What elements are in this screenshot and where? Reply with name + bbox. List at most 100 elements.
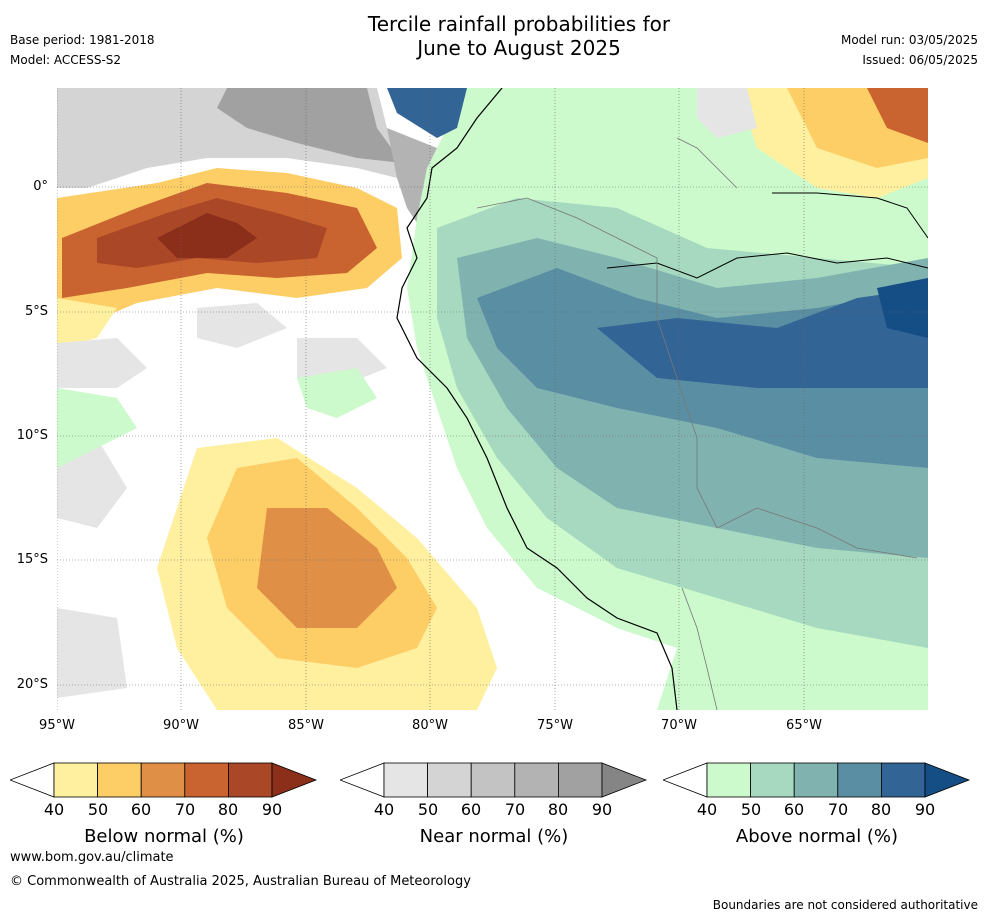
colorbar-swatch <box>470 762 516 798</box>
colorbar-swatch <box>557 762 603 798</box>
tick: 80 <box>217 800 239 819</box>
base-period-text: Base period: 1981-2018 <box>10 33 155 47</box>
below-normal-band-west-90 <box>157 213 257 258</box>
tick: 90 <box>914 800 936 819</box>
tick: 60 <box>460 800 482 819</box>
tick: 50 <box>87 800 109 819</box>
colorbar-swatch <box>53 762 98 798</box>
below-normal-region-south-60 <box>257 508 397 628</box>
colorbar-upper-extend <box>924 762 971 798</box>
river-amazon <box>606 252 928 279</box>
lat-label-10s: 10°S <box>16 428 48 443</box>
colorbar-label: Below normal (%) <box>84 826 244 847</box>
title-line-2: June to August 2025 <box>417 36 621 60</box>
colorbar-below-normal: 40 50 60 70 80 90 Below normal (%) <box>10 760 318 847</box>
near-normal-patch-e <box>57 608 127 698</box>
river-north <box>772 192 928 239</box>
colorbar-upper-extend <box>271 762 318 798</box>
colorbar-swatch <box>706 762 751 798</box>
boundary-4 <box>676 137 738 189</box>
colorbar-above-normal: 40 50 60 70 80 90 Above normal (%) <box>663 760 971 847</box>
colorbar-near-normal: 40 50 60 70 80 90 Near normal (%) <box>340 760 648 847</box>
tick: 90 <box>261 800 283 819</box>
colorbar-swatch <box>184 762 229 798</box>
tick: 50 <box>740 800 762 819</box>
model-run-text: Model run: 03/05/2025 <box>840 33 978 47</box>
colorbar-swatches <box>10 762 318 798</box>
near-normal-patch-d <box>57 438 127 528</box>
above-normal-region-land-80 <box>597 288 928 388</box>
colorbar-swatch <box>750 762 795 798</box>
boundary-2 <box>656 258 718 529</box>
above-normal-region-land-90 <box>877 278 928 338</box>
tick: 80 <box>547 800 569 819</box>
lat-label-5s: 5°S <box>24 304 48 319</box>
colorbar-swatch <box>793 762 839 798</box>
meta-right: Model run: 03/05/2025 Issued: 06/05/2025 <box>841 30 978 70</box>
below-normal-region-ne-70 <box>867 88 928 143</box>
lon-label-95w: 95°W <box>39 718 75 733</box>
lon-label-75w: 75°W <box>537 718 573 733</box>
colorbar-swatch <box>880 762 926 798</box>
tick: 60 <box>783 800 805 819</box>
above-normal-region-north-coast <box>387 88 467 138</box>
lon-label-85w: 85°W <box>288 718 324 733</box>
colorbar-lower-extend <box>10 762 55 798</box>
near-normal-patch-ne <box>697 88 757 138</box>
near-normal-patch-a <box>57 338 147 388</box>
lon-label-80w: 80°W <box>412 718 448 733</box>
colorbar-swatch <box>97 762 142 798</box>
colorbar-swatch <box>514 762 559 798</box>
tick: 60 <box>130 800 152 819</box>
colorbar-label: Near normal (%) <box>419 826 569 847</box>
colorbar-swatch <box>427 762 472 798</box>
colorbar-swatch <box>227 762 273 798</box>
colorbar-swatches <box>340 762 648 798</box>
colorbar-label: Above normal (%) <box>735 826 899 847</box>
tick: 40 <box>696 800 718 819</box>
boundary-3 <box>716 507 918 559</box>
tick: 90 <box>591 800 613 819</box>
colorbar-lower-extend <box>663 762 708 798</box>
colorbar-ticks: 40 50 60 70 80 90 <box>340 800 648 820</box>
colorbar-lower-extend <box>340 762 385 798</box>
tick: 50 <box>417 800 439 819</box>
boundary-1 <box>476 197 658 259</box>
issued-text: Issued: 06/05/2025 <box>862 53 978 67</box>
footer-url[interactable]: www.bom.gov.au/climate <box>10 850 174 865</box>
tick: 70 <box>827 800 849 819</box>
colorbar-upper-extend <box>601 762 648 798</box>
above-normal-patch-west <box>57 388 137 468</box>
graticule <box>57 88 928 710</box>
title-line-1: Tercile rainfall probabilities for <box>367 12 671 36</box>
tick: 80 <box>870 800 892 819</box>
lon-label-90w: 90°W <box>163 718 199 733</box>
footer-disclaimer: Boundaries are not considered authoritat… <box>712 898 978 912</box>
near-normal-patch-b <box>197 303 287 348</box>
lon-label-65w: 65°W <box>786 718 822 733</box>
map-title: Tercile rainfall probabilities for June … <box>0 12 988 60</box>
colorbar-swatch <box>383 762 428 798</box>
colorbar-swatches <box>663 762 971 798</box>
coastline <box>396 88 678 710</box>
tick: 40 <box>373 800 395 819</box>
colorbar-ticks: 40 50 60 70 80 90 <box>10 800 318 820</box>
below-normal-region-shelf <box>57 298 117 348</box>
colorbar-swatch <box>140 762 186 798</box>
boundary-5 <box>681 587 718 710</box>
colorbar-ticks: 40 50 60 70 80 90 <box>663 800 971 820</box>
above-normal-patch-mid <box>297 368 377 418</box>
meta-left: Base period: 1981-2018 Model: ACCESS-S2 <box>10 30 155 70</box>
tick: 70 <box>174 800 196 819</box>
forecast-map <box>57 88 928 710</box>
model-text: Model: ACCESS-S2 <box>10 53 122 67</box>
footer-copyright: © Commonwealth of Australia 2025, Austra… <box>10 874 471 889</box>
lat-label-20s: 20°S <box>16 677 48 692</box>
near-normal-region-nw-strong <box>217 88 402 163</box>
lat-label-15s: 15°S <box>16 552 48 567</box>
map-canvas <box>57 88 928 710</box>
tick: 40 <box>43 800 65 819</box>
lat-label-0: 0° <box>33 179 48 194</box>
lon-label-70w: 70°W <box>661 718 697 733</box>
tick: 70 <box>504 800 526 819</box>
